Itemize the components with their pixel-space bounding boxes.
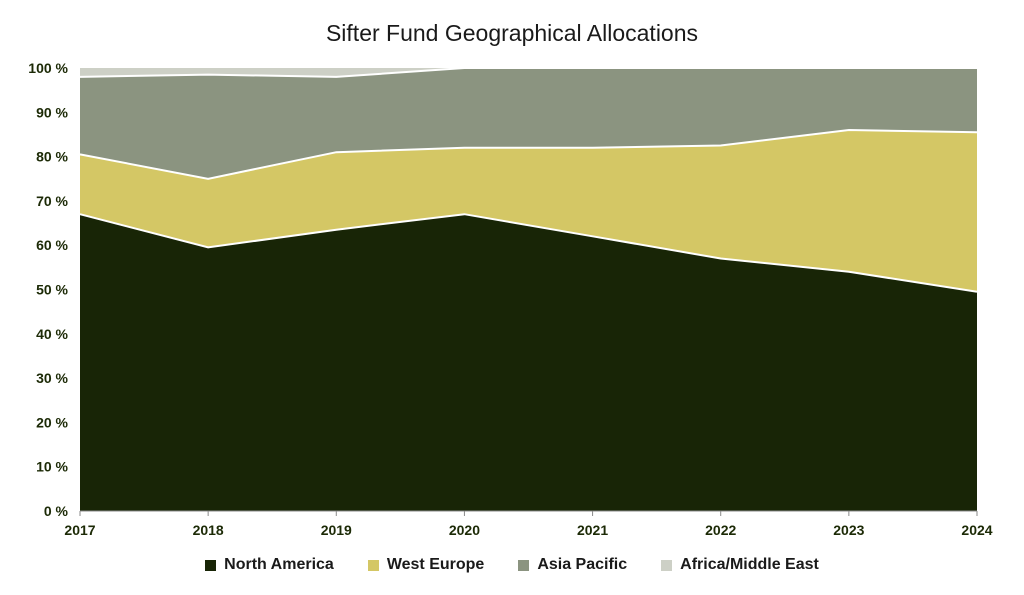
y-tick-label: 30 % [36,370,68,386]
legend-swatch [661,559,673,571]
x-tick-label: 2023 [833,522,864,538]
y-tick-label: 70 % [36,193,68,209]
series-area-1 [80,130,977,292]
y-tick-label: 90 % [36,104,68,120]
legend-label: Asia Pacific [537,556,628,573]
series-boundary-2 [79,67,977,78]
x-tick-label: 2022 [705,522,736,538]
chart-title: Sifter Fund Geographical Allocations [325,20,699,46]
legend: North America West Europe Asia Pacific Afri… [0,556,1024,574]
legend-swatch [205,559,217,571]
x-tick-label: 2017 [64,522,95,538]
legend-item-2: Asia Pacific [518,556,627,574]
x-tick-label: 2018 [193,522,224,538]
y-tick-label: 20 % [36,414,68,430]
legend-label: West Europe [386,556,485,573]
legend-swatch [518,559,530,571]
legend-item-0: North America [205,556,334,574]
series-areas [79,67,978,511]
y-tick-label: 80 % [36,149,68,165]
y-tick-label: 10 % [36,459,68,475]
legend-item-3: Africa/Middle East [661,556,819,574]
y-tick-label: 0 % [44,503,69,519]
legend-label: Africa/Middle East [680,556,819,573]
y-tick-label: 50 % [36,282,68,298]
series-area-0 [80,214,977,511]
y-axis: 0 % 10 % 20 % 30 % 40 % 50 % 60 % 70 % 80 % 90 % 1… [28,60,68,519]
series-boundary-1 [79,128,978,180]
series-area-2 [80,68,977,179]
series-boundary-0 [79,213,978,293]
y-tick-label: 60 % [36,237,68,253]
x-tick-label: 2024 [961,522,992,538]
series-area-3 [80,68,977,77]
x-tick-label: 2021 [577,522,608,538]
x-tick-label: 2020 [449,522,480,538]
legend-swatch [367,559,379,571]
x-tick-label: 2019 [321,522,352,538]
y-tick-label: 100 % [28,60,68,76]
legend-label: North America [224,556,334,573]
x-axis: 2017 2018 2019 2020 2021 2022 2023 2024 [64,510,993,538]
y-tick-label: 40 % [36,326,68,342]
legend-item-1: West Europe [367,556,485,574]
